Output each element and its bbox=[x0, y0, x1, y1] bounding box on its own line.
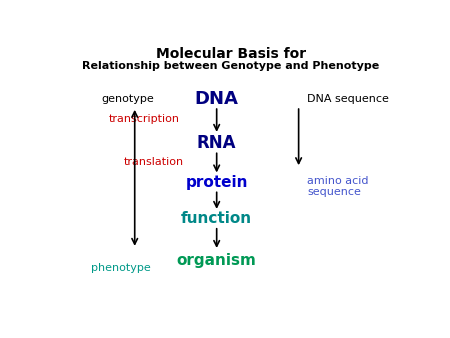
Text: transcription: transcription bbox=[109, 114, 180, 124]
Text: phenotype: phenotype bbox=[91, 263, 151, 273]
Text: protein: protein bbox=[185, 175, 248, 190]
Text: amino acid
sequence: amino acid sequence bbox=[307, 175, 369, 197]
Text: Molecular Basis for: Molecular Basis for bbox=[156, 47, 306, 61]
Text: organism: organism bbox=[177, 253, 256, 268]
Text: function: function bbox=[181, 211, 252, 226]
Text: DNA: DNA bbox=[195, 90, 238, 108]
Text: translation: translation bbox=[123, 158, 184, 167]
Text: RNA: RNA bbox=[197, 135, 236, 152]
Text: DNA sequence: DNA sequence bbox=[307, 94, 389, 104]
Text: Relationship between Genotype and Phenotype: Relationship between Genotype and Phenot… bbox=[82, 62, 379, 71]
Text: genotype: genotype bbox=[102, 94, 154, 104]
